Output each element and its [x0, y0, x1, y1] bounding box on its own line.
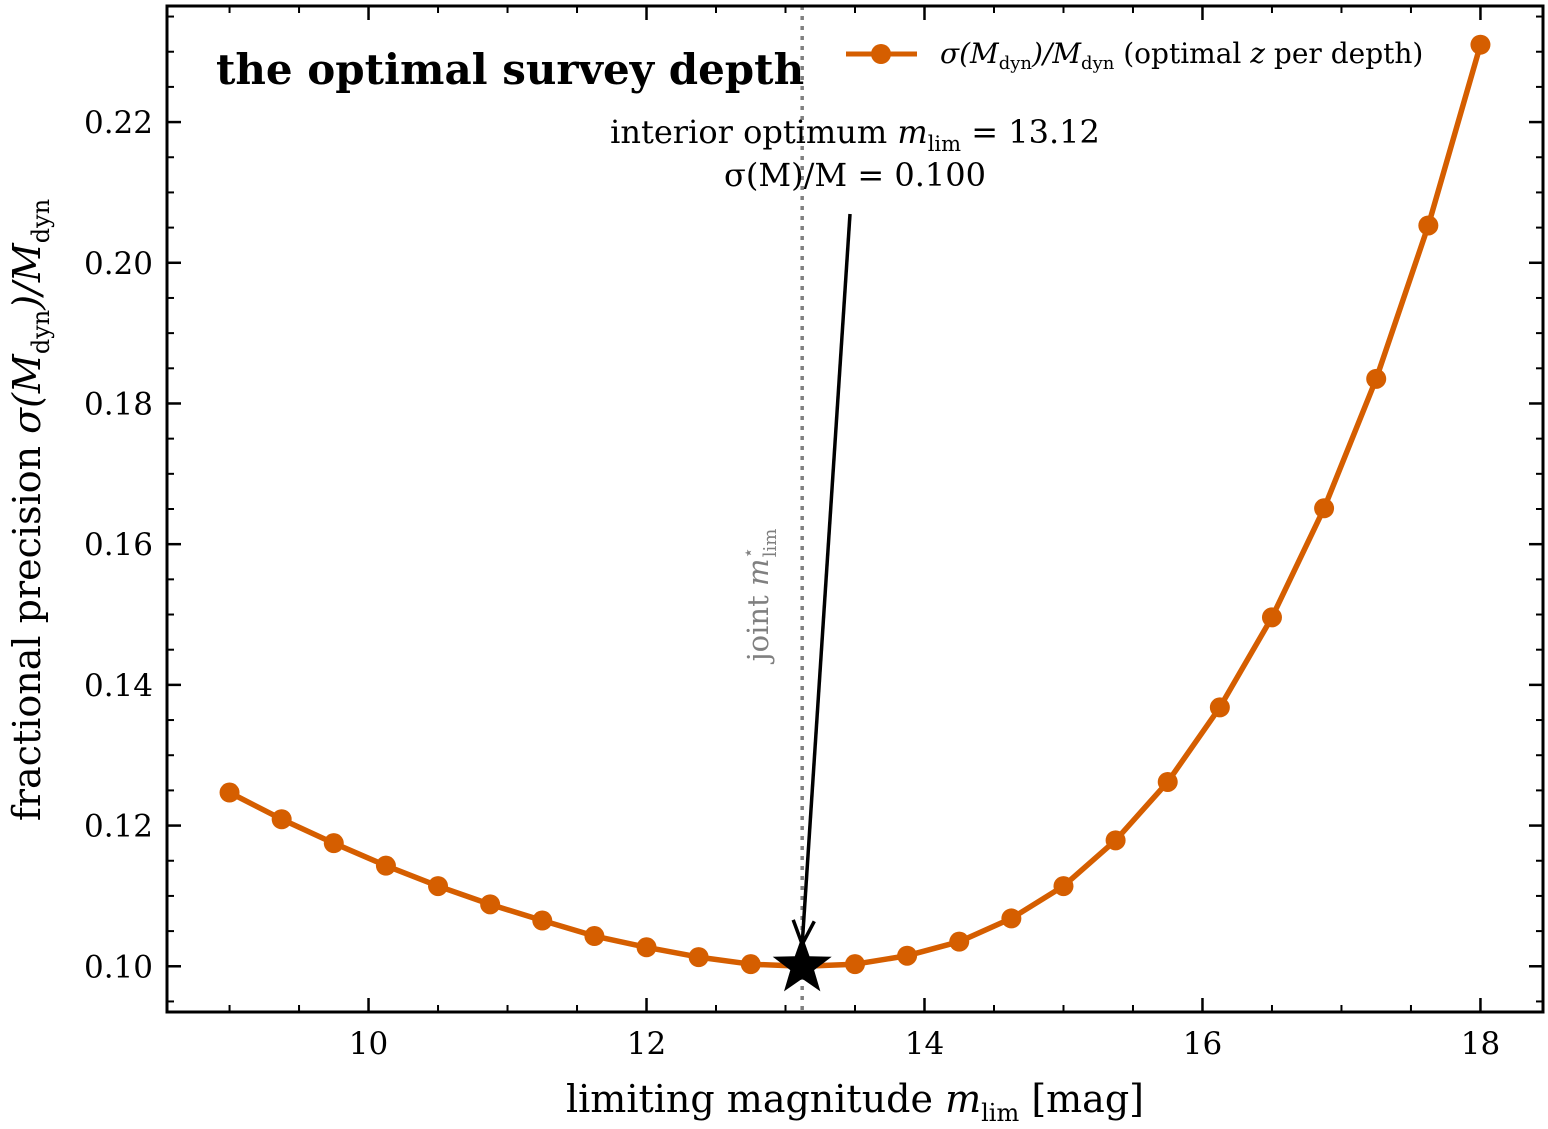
- legend-marker-sample: [871, 44, 891, 64]
- data-point: [897, 945, 918, 966]
- plot-frame: [165, 4, 1545, 1014]
- y-tick-label: 0.14: [84, 668, 153, 704]
- data-point: [375, 855, 396, 876]
- data-point: [1105, 830, 1126, 851]
- data-point: [1418, 215, 1439, 236]
- optimum-annotation-line1: interior optimum mlim = 13.12: [610, 113, 1100, 156]
- x-tick-label: 18: [1461, 1026, 1500, 1062]
- data-point: [1157, 771, 1178, 792]
- y-tick-label: 0.22: [84, 105, 153, 141]
- x-tick-label: 10: [349, 1026, 388, 1062]
- optimum-annotation-arrow: [800, 213, 852, 945]
- data-point: [740, 954, 761, 975]
- data-point: [1001, 908, 1022, 929]
- data-point: [1366, 368, 1387, 389]
- y-axis-title: fractional precision σ(Mdyn)/Mdyn: [5, 199, 55, 821]
- tick-labels: 10 12 14 16 18 0.10 0.12 0.14 0.16 0.18 0.20 0.22: [84, 105, 1500, 1062]
- data-point: [688, 947, 709, 968]
- legend: σ(Mdyn)/Mdyn (optimal z per depth): [846, 37, 1423, 74]
- legend-entry-label: σ(Mdyn)/Mdyn (optimal z per depth): [940, 37, 1423, 74]
- data-point: [1314, 498, 1335, 519]
- data-point: [1261, 607, 1282, 628]
- series-layer: [219, 34, 1491, 977]
- data-point: [323, 833, 344, 854]
- data-point: [532, 910, 553, 931]
- optimum-annotation-line2: σ(M)/M = 0.100: [724, 156, 986, 194]
- data-point: [949, 931, 970, 952]
- x-tick-label: 14: [905, 1026, 944, 1062]
- y-tick-label: 0.18: [84, 386, 153, 422]
- x-tick-label: 16: [1183, 1026, 1222, 1062]
- y-tick-label: 0.10: [84, 949, 153, 985]
- data-point: [1053, 876, 1074, 897]
- data-point: [219, 782, 240, 803]
- x-axis-title: limiting magnitude mlim [mag]: [566, 1077, 1144, 1127]
- optimum-vertical-label: joint m⋆lim: [738, 529, 781, 665]
- data-point: [636, 937, 657, 958]
- data-point: [428, 876, 449, 897]
- data-point: [480, 894, 501, 915]
- y-tick-label: 0.16: [84, 527, 153, 563]
- data-point: [845, 954, 865, 975]
- data-point: [1470, 34, 1491, 55]
- data-point: [1209, 697, 1230, 718]
- optimum-star-marker: [772, 935, 832, 992]
- data-point: [271, 809, 292, 830]
- data-point: [584, 926, 605, 947]
- x-tick-label: 12: [627, 1026, 666, 1062]
- chart-title: the optimal survey depth: [216, 45, 804, 94]
- y-tick-label: 0.20: [84, 246, 153, 282]
- y-tick-label: 0.12: [84, 809, 153, 845]
